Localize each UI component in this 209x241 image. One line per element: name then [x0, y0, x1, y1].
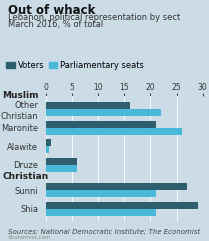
Bar: [46, 128, 182, 135]
Bar: [46, 102, 130, 109]
Text: Economist.com: Economist.com: [8, 235, 51, 240]
Text: Out of whack: Out of whack: [8, 4, 96, 17]
Text: Muslim: Muslim: [2, 91, 39, 100]
Text: Sources: National Democratic Institute; The Economist: Sources: National Democratic Institute; …: [8, 229, 201, 235]
Bar: [46, 190, 156, 197]
Bar: [46, 183, 187, 190]
Bar: [46, 139, 51, 146]
Bar: [46, 158, 77, 165]
Bar: [46, 121, 156, 128]
Text: Lebanon, political representation by sect: Lebanon, political representation by sec…: [8, 13, 181, 22]
Text: Christian: Christian: [2, 172, 48, 181]
Bar: [46, 109, 161, 116]
Legend: Voters, Parliamentary seats: Voters, Parliamentary seats: [6, 61, 144, 70]
Bar: [46, 165, 77, 172]
Text: March 2016, % of total: March 2016, % of total: [8, 20, 104, 29]
Bar: [46, 209, 156, 216]
Bar: [46, 202, 198, 209]
Bar: [46, 146, 48, 153]
